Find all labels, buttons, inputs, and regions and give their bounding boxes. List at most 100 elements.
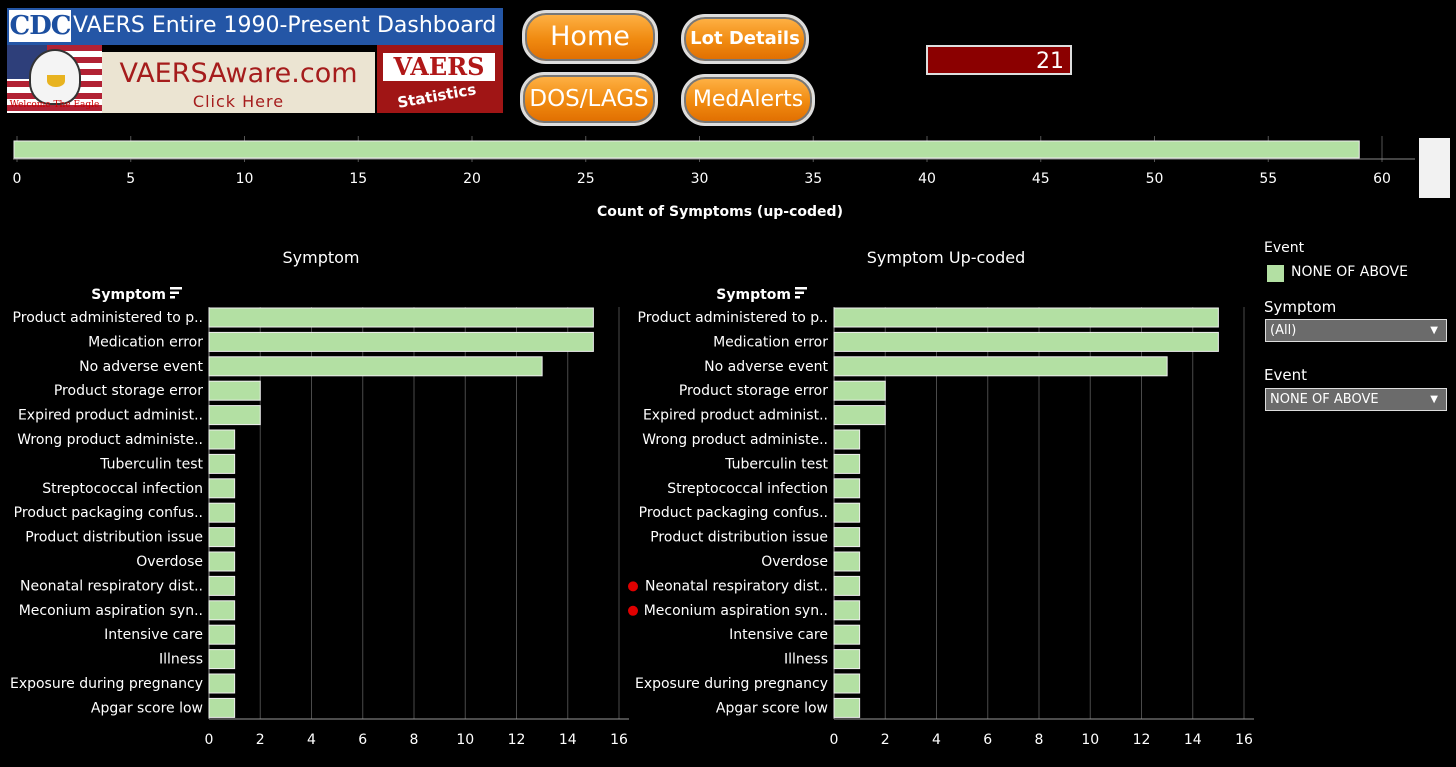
- bar: [833, 673, 861, 694]
- symptom-filter-dropdown[interactable]: (All) ▼: [1265, 319, 1447, 342]
- x-tick-label: 10: [1081, 732, 1099, 748]
- sort-icon: [170, 287, 182, 290]
- cdc-logo: CDC: [9, 10, 71, 42]
- sort-icon: [795, 296, 800, 299]
- category-label: Intensive care: [729, 627, 828, 643]
- x-tick-label: 12: [1133, 732, 1151, 748]
- x-tick-label: 0: [830, 732, 839, 748]
- x-tick-label: 4: [932, 732, 941, 748]
- category-label: Meconium aspiration syn..: [644, 603, 828, 619]
- vaersaware-click-here: Click Here: [192, 92, 285, 111]
- symptom-filter-label: Symptom: [1264, 298, 1337, 316]
- bar: [208, 331, 594, 352]
- category-label: Illness: [784, 652, 828, 668]
- category-label: Medication error: [713, 334, 828, 350]
- category-label: Medication error: [88, 334, 203, 350]
- vaersaware-link[interactable]: VAERSAware.com Click Here: [102, 52, 375, 113]
- chart-title: Symptom: [282, 248, 359, 267]
- x-tick-label: 2: [881, 732, 890, 748]
- category-label: Exposure during pregnancy: [10, 676, 203, 692]
- category-label: Apgar score low: [716, 700, 828, 716]
- count-display: 21: [926, 45, 1072, 75]
- sort-icon: [795, 291, 804, 294]
- column-header: Symptom: [91, 287, 166, 303]
- bar: [833, 356, 1168, 377]
- x-tick-label: 40: [918, 171, 936, 187]
- category-label: Neonatal respiratory dist..: [20, 578, 203, 594]
- category-label: Apgar score low: [91, 700, 203, 716]
- category-label: Tuberculin test: [99, 456, 203, 472]
- x-tick-label: 12: [508, 732, 526, 748]
- bar: [208, 453, 236, 474]
- category-label: Product packaging confus..: [639, 505, 828, 521]
- bar: [208, 405, 261, 426]
- category-label: Neonatal respiratory dist..: [645, 578, 828, 594]
- vaers-statistics-link[interactable]: VAERS Statistics: [377, 45, 503, 113]
- bar: [833, 697, 861, 718]
- x-tick-label: 0: [205, 732, 214, 748]
- bar: [833, 551, 861, 572]
- x-tick-label: 6: [358, 732, 367, 748]
- x-tick-label: 6: [983, 732, 992, 748]
- category-label: Wrong product administe..: [17, 432, 203, 448]
- eagle-icon: [29, 49, 81, 105]
- category-label: No adverse event: [704, 359, 828, 375]
- category-label: Streptococcal infection: [667, 481, 828, 497]
- lot-details-button[interactable]: Lot Details: [681, 14, 809, 64]
- bar: [208, 551, 236, 572]
- category-label: Overdose: [136, 554, 203, 570]
- x-tick-label: 14: [1184, 732, 1202, 748]
- x-tick-label: 50: [1146, 171, 1164, 187]
- eagle-caption: Welcome The Eagle: [9, 100, 100, 110]
- bar: [833, 380, 886, 401]
- bar: [13, 140, 1360, 159]
- category-label: Product storage error: [679, 383, 828, 399]
- category-label: Expired product administ..: [643, 408, 828, 424]
- event-filter-value: NONE OF ABOVE: [1270, 392, 1379, 407]
- category-label: Product distribution issue: [650, 530, 828, 546]
- event-filter-label: Event: [1264, 366, 1307, 384]
- category-label: Wrong product administe..: [642, 432, 828, 448]
- medalerts-button[interactable]: MedAlerts: [681, 74, 815, 126]
- category-label: Product distribution issue: [25, 530, 203, 546]
- bar: [833, 453, 861, 474]
- category-label: Product packaging confus..: [14, 505, 203, 521]
- x-tick-label: 4: [307, 732, 316, 748]
- bar: [208, 600, 236, 621]
- x-tick-label: 16: [1235, 732, 1253, 748]
- dashboard-title: VAERS Entire 1990-Present Dashboard: [73, 13, 497, 38]
- x-tick-label: 25: [577, 171, 595, 187]
- category-label: Meconium aspiration syn..: [19, 603, 203, 619]
- banner-title-bar: CDC VAERS Entire 1990-Present Dashboard: [7, 8, 503, 45]
- sort-icon: [170, 291, 179, 294]
- chevron-down-icon: ▼: [1430, 325, 1438, 336]
- column-header: Symptom: [716, 287, 791, 303]
- x-tick-label: 35: [804, 171, 822, 187]
- x-tick-label: 8: [1035, 732, 1044, 748]
- home-button[interactable]: Home: [522, 10, 658, 64]
- x-tick-label: 55: [1259, 171, 1277, 187]
- sort-icon: [170, 296, 175, 299]
- legend-item-none-of-above[interactable]: NONE OF ABOVE: [1291, 264, 1408, 280]
- bar: [208, 356, 543, 377]
- legend-swatch[interactable]: [1267, 265, 1284, 282]
- vaersaware-text: VAERSAware.com: [119, 58, 358, 89]
- bar: [833, 649, 861, 670]
- eagle-beak-icon: [47, 75, 65, 87]
- legend-title: Event: [1264, 240, 1305, 256]
- vaers-banner[interactable]: CDC VAERS Entire 1990-Present Dashboard …: [7, 8, 503, 113]
- dos-lags-button[interactable]: DOS/LAGS: [520, 72, 658, 126]
- category-label: Exposure during pregnancy: [635, 676, 828, 692]
- eagle-flag-image[interactable]: Welcome The Eagle: [7, 45, 102, 113]
- bar: [208, 649, 236, 670]
- vaers-stats-title: VAERS: [383, 53, 495, 81]
- red-dot-marker-icon: [628, 605, 638, 616]
- red-dot-marker-icon: [628, 581, 638, 592]
- category-label: Expired product administ..: [18, 408, 203, 424]
- scrollbar[interactable]: [1419, 138, 1450, 198]
- bar: [208, 429, 236, 450]
- bar: [833, 331, 1219, 352]
- x-tick-label: 10: [456, 732, 474, 748]
- event-filter-dropdown[interactable]: NONE OF ABOVE ▼: [1265, 388, 1447, 411]
